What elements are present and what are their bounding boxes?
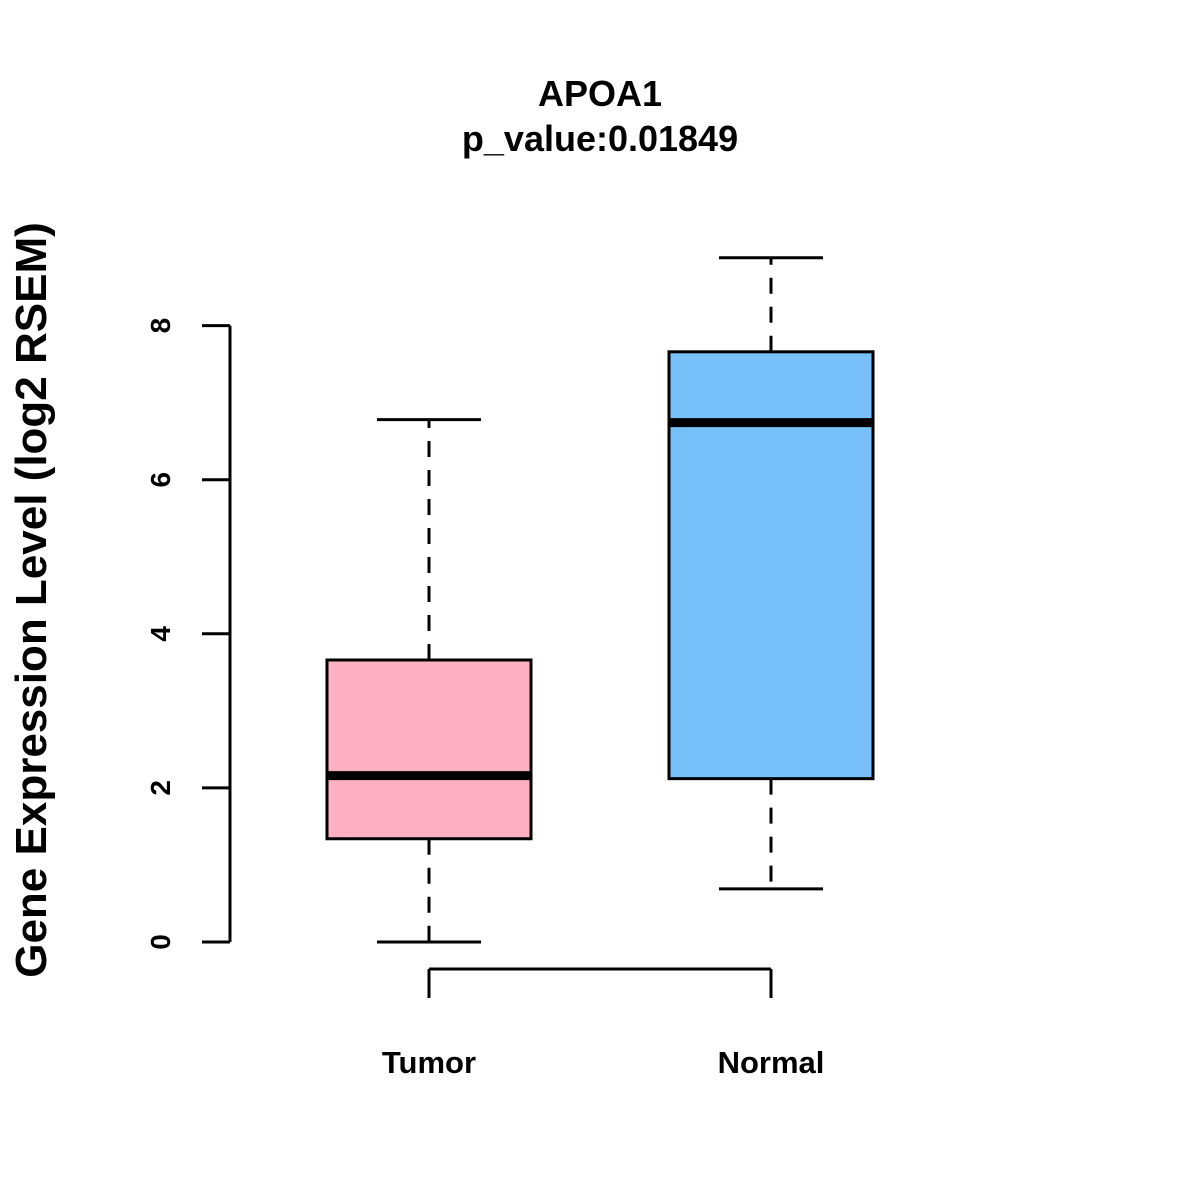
x-axis: Tumor Normal (382, 967, 825, 1080)
x-tick-label-tumor: Tumor (382, 1045, 476, 1080)
x-tick-label-normal: Normal (718, 1045, 825, 1080)
y-tick-label: 6 (145, 472, 176, 488)
chart-title: APOA1 (538, 73, 662, 114)
y-axis-label: Gene Expression Level (log2 RSEM) (7, 222, 56, 978)
box-normal (667, 256, 875, 891)
iqr-box (325, 658, 533, 841)
y-tick-label: 0 (145, 934, 176, 950)
chart-subtitle: p_value:0.01849 (462, 118, 738, 159)
box-tumor (325, 418, 533, 944)
y-axis: 0 2 4 6 8 (145, 318, 232, 950)
iqr-box (667, 350, 875, 781)
boxes (325, 256, 875, 944)
y-tick-label: 2 (145, 780, 176, 796)
y-tick-label: 4 (145, 626, 176, 642)
y-tick-label: 8 (145, 318, 176, 334)
